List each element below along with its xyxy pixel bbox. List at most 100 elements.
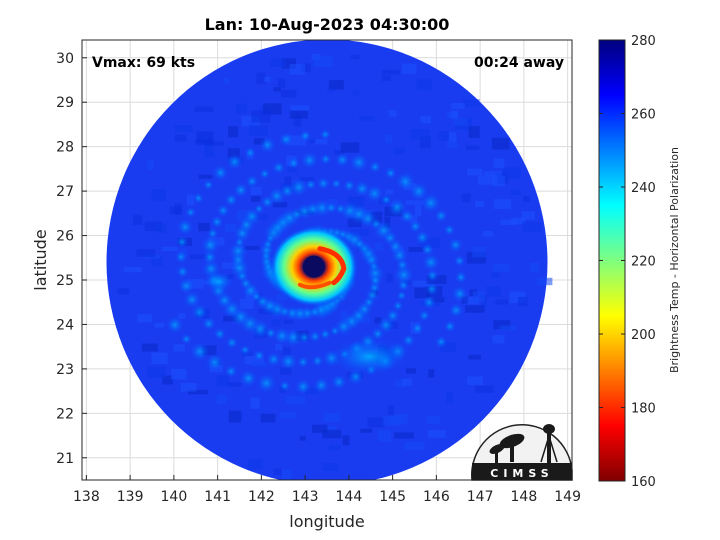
swath-texture — [136, 249, 156, 257]
swath-texture — [502, 167, 521, 179]
rainband-cell — [329, 325, 341, 337]
rainband-cell — [384, 167, 397, 180]
swath-texture — [510, 189, 521, 196]
swath-texture — [260, 413, 276, 423]
swath-texture — [133, 214, 143, 226]
rainband-cell — [448, 302, 464, 318]
swath-texture — [151, 188, 167, 199]
rainband-cell — [191, 303, 208, 321]
colorbar-tick-label: 180 — [631, 402, 656, 417]
rainband-cell — [266, 352, 281, 367]
swath-texture — [472, 246, 486, 258]
rainband-cell — [369, 160, 382, 174]
swath-texture — [144, 221, 163, 232]
swath-texture — [478, 175, 498, 185]
rainband-cell — [421, 243, 435, 257]
swath-texture — [381, 75, 391, 82]
swath-texture — [235, 103, 248, 114]
rainband-cell — [402, 333, 415, 347]
swath-texture — [275, 343, 283, 351]
rainband-cell — [185, 206, 197, 218]
swath-texture — [493, 320, 511, 330]
colorbar-tick-label: 260 — [631, 108, 656, 123]
swath-texture — [466, 145, 480, 150]
swath-texture — [194, 106, 214, 113]
rainband-cell — [443, 320, 457, 333]
swath-texture — [404, 441, 425, 450]
swath-texture — [273, 468, 282, 476]
swath-texture — [244, 356, 264, 365]
x-tick-label: 144 — [336, 489, 363, 505]
swath-texture — [202, 345, 217, 356]
swath-texture — [283, 319, 294, 325]
rainband-cell — [395, 171, 416, 192]
swath-texture — [406, 368, 416, 374]
swath-texture — [491, 272, 501, 278]
swath-texture — [509, 291, 526, 303]
swath-texture — [162, 375, 174, 385]
swath-texture — [500, 219, 518, 225]
swath-texture — [382, 416, 402, 426]
rainband-cell — [239, 369, 258, 388]
swath-texture — [466, 251, 487, 264]
swath-texture — [374, 317, 382, 324]
swath-texture — [196, 131, 215, 143]
y-tick-label: 22 — [56, 406, 74, 422]
rainband-cell — [396, 290, 407, 301]
rainband-cell — [256, 373, 277, 393]
swath-texture — [523, 195, 531, 203]
swath-texture — [286, 395, 306, 405]
swath-texture — [395, 379, 407, 388]
rainband-cell — [299, 129, 312, 142]
swath-texture — [431, 297, 445, 303]
swath-texture — [299, 177, 315, 182]
swath-texture — [378, 430, 391, 442]
swath-texture — [468, 354, 481, 360]
rainband-cell — [300, 151, 319, 169]
rainband-cell — [295, 378, 312, 395]
swath-texture — [350, 228, 369, 237]
rainband-cell — [418, 309, 431, 322]
swath-texture — [461, 193, 471, 203]
rainband-cell — [422, 295, 437, 310]
swath-texture — [154, 322, 165, 328]
swath-texture — [448, 132, 457, 142]
swath-texture — [147, 159, 154, 170]
rainband-cell — [213, 327, 226, 341]
swath-texture — [530, 262, 540, 273]
swath-texture — [301, 63, 312, 73]
rainband-cell — [451, 285, 469, 303]
swath-texture — [251, 110, 271, 123]
eyewall-core — [317, 246, 347, 286]
swath-texture — [156, 223, 167, 233]
swath-texture — [216, 374, 230, 387]
rainband-cell — [420, 193, 441, 213]
rainband-cell — [180, 333, 192, 345]
y-axis-label: latitude — [31, 229, 50, 290]
rainband-cell — [175, 235, 189, 249]
swath-texture — [227, 148, 240, 158]
swath-texture — [350, 54, 360, 60]
rainband-cell — [240, 344, 251, 356]
rainband-cell — [312, 198, 332, 218]
rainband-cell — [311, 354, 324, 367]
swath-texture — [387, 405, 395, 416]
rainband-cell — [453, 255, 466, 267]
swath-texture — [473, 291, 485, 302]
swath-texture — [416, 78, 433, 91]
rainband-cell — [434, 209, 448, 223]
swath-texture — [244, 245, 260, 250]
swath-texture — [451, 102, 465, 109]
rainband-cell — [279, 352, 298, 371]
rainband-cell — [380, 194, 392, 206]
swath-texture — [522, 221, 542, 232]
swath-texture — [174, 203, 183, 215]
swath-texture — [493, 199, 512, 209]
rainband-cell — [176, 218, 194, 236]
rainband-cell — [245, 174, 259, 188]
swath-texture — [350, 197, 364, 208]
outer-band — [204, 271, 233, 292]
rainband-cell — [216, 204, 230, 218]
swath-texture — [374, 243, 384, 251]
